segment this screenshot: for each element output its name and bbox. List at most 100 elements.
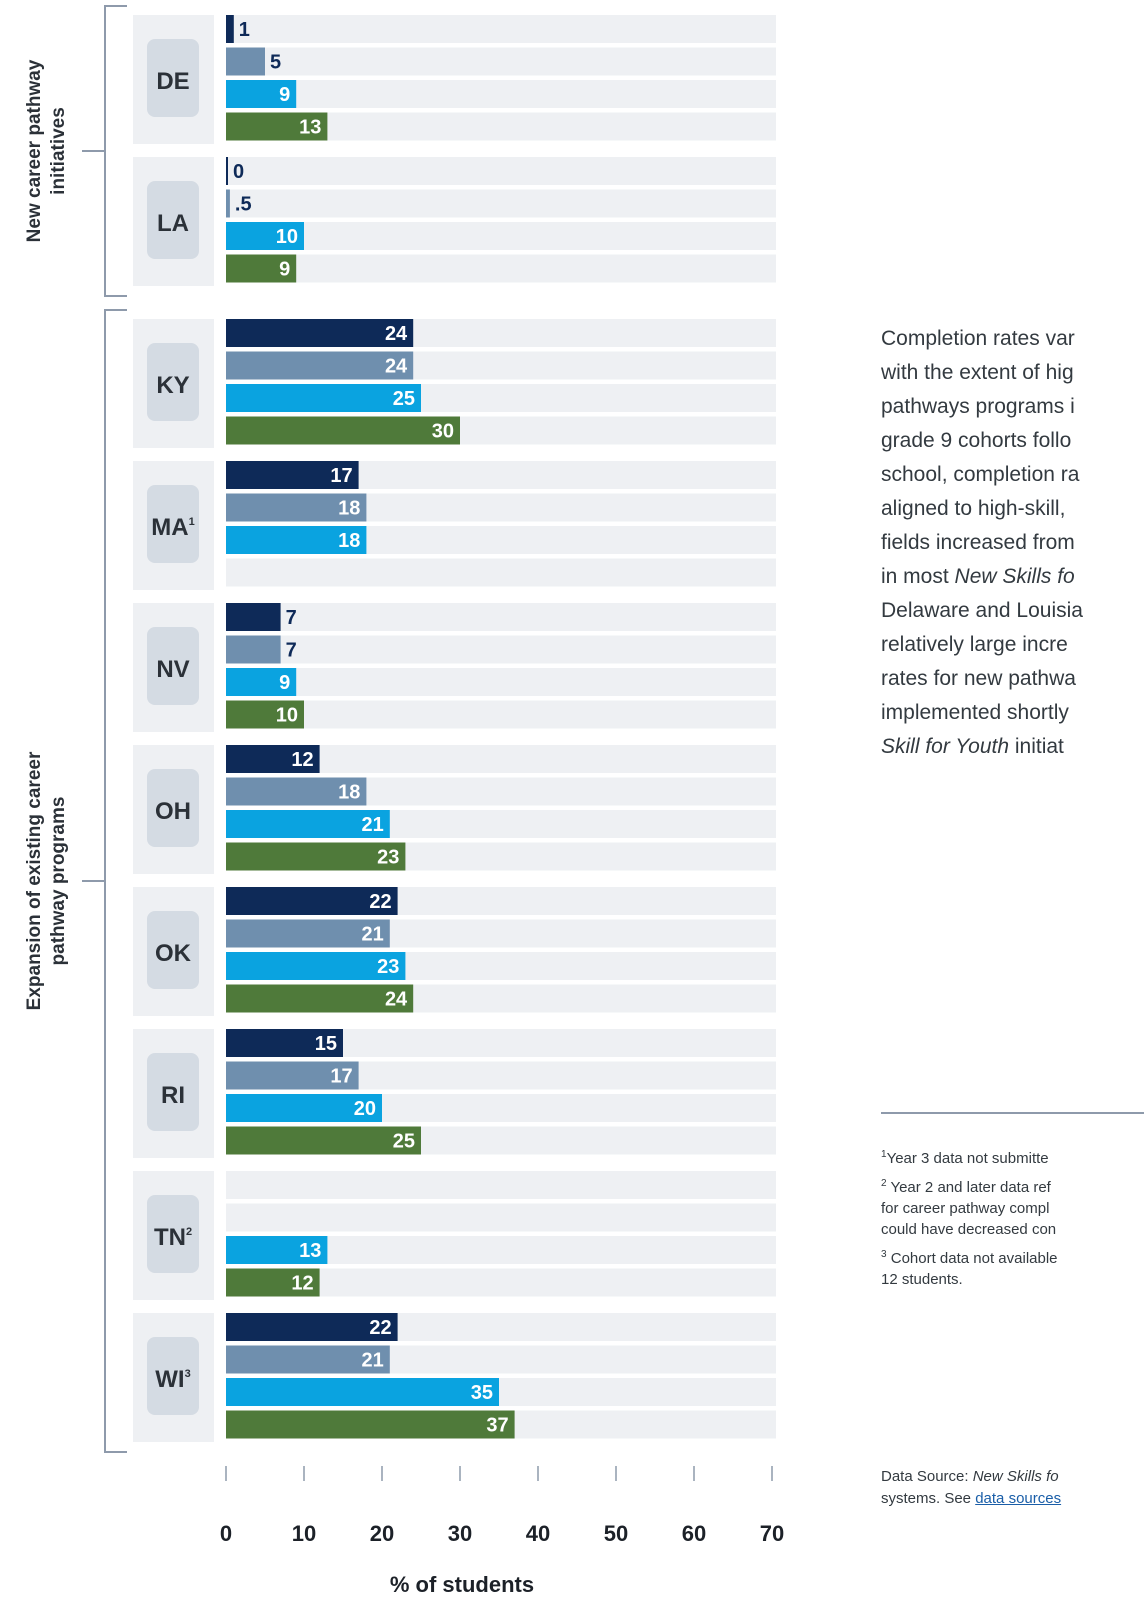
footnote-marker: 3 — [185, 1368, 191, 1380]
bar-track — [226, 189, 776, 218]
bar — [226, 493, 367, 522]
data-label: 20 — [354, 1098, 376, 1120]
x-tick-label: 70 — [760, 1521, 784, 1546]
description-line: with the extent of hig — [881, 361, 1074, 384]
bar-track — [226, 700, 776, 729]
data-label: 25 — [393, 388, 415, 410]
bar — [226, 1268, 320, 1297]
bar — [226, 384, 421, 412]
data-sources-link[interactable]: data sources — [975, 1490, 1062, 1507]
bar — [226, 1029, 343, 1057]
bar — [226, 351, 414, 380]
bar-track — [226, 1203, 776, 1232]
x-tick-label: 0 — [220, 1521, 232, 1546]
data-label: 10 — [276, 705, 298, 727]
data-label: 22 — [369, 1317, 391, 1339]
bar — [226, 1313, 398, 1341]
bar-track — [226, 1171, 776, 1199]
bar — [226, 1378, 499, 1406]
footnotes: 1Year 3 data not submitte 2 Year 2 and la… — [881, 1148, 1144, 1290]
state-label: OK — [155, 940, 192, 967]
x-tick-label: 50 — [604, 1521, 628, 1546]
bar — [226, 952, 406, 980]
bar — [226, 112, 328, 141]
state-label: RI — [161, 1082, 185, 1109]
footnote-line: 1Year 3 data not submitte — [881, 1149, 1049, 1168]
description-line: school, completion ra — [881, 463, 1080, 486]
description-line: fields increased from — [881, 531, 1075, 554]
x-tick-label: 10 — [292, 1521, 316, 1546]
description-line: implemented shortly — [881, 701, 1069, 724]
data-label: 9 — [279, 259, 290, 281]
description-line: grade 9 cohorts follo — [881, 429, 1072, 452]
state-label: LA — [157, 210, 189, 237]
bar — [226, 189, 230, 218]
data-label: 13 — [299, 1240, 321, 1262]
state-map-icon — [147, 181, 199, 259]
data-label: 25 — [393, 1131, 415, 1153]
bar-track — [226, 254, 776, 283]
data-label: 7 — [286, 640, 297, 662]
bar — [226, 526, 367, 554]
data-label: 24 — [385, 356, 408, 378]
bar — [226, 47, 265, 76]
bar — [226, 777, 367, 806]
data-label: 1 — [239, 19, 250, 41]
state-label: OH — [155, 798, 191, 825]
bar-track — [226, 80, 776, 108]
group-label: initiatives — [48, 107, 69, 195]
divider — [881, 1112, 1144, 1114]
bar-track — [226, 157, 776, 185]
data-label: 12 — [291, 749, 313, 771]
state-map-icon — [147, 769, 199, 847]
state-map-icon — [147, 1053, 199, 1131]
data-label: 18 — [338, 782, 360, 804]
bar — [226, 668, 297, 696]
data-label: 22 — [369, 891, 391, 913]
data-label: 10 — [276, 226, 298, 248]
group-label: Expansion of existing career — [24, 751, 45, 1010]
bar — [226, 15, 234, 43]
footnote-line: for career pathway compl — [881, 1200, 1050, 1217]
data-label: 24 — [385, 989, 408, 1011]
x-tick-label: 20 — [370, 1521, 394, 1546]
bar — [226, 416, 460, 445]
data-label: 21 — [362, 814, 384, 836]
bar-track — [226, 558, 776, 587]
bar-track — [226, 635, 776, 664]
x-tick-label: 30 — [448, 1521, 472, 1546]
data-label: 15 — [315, 1033, 337, 1055]
bar — [226, 157, 228, 185]
bar — [226, 80, 297, 108]
data-label: 17 — [330, 465, 352, 487]
data-label: 18 — [338, 498, 360, 520]
description-line: aligned to high-skill, — [881, 497, 1066, 520]
bar — [226, 319, 414, 347]
bar — [226, 1345, 390, 1374]
bar — [226, 842, 406, 871]
data-label: 21 — [362, 924, 384, 946]
data-label: 30 — [432, 421, 454, 443]
description-line: pathways programs i — [881, 395, 1075, 418]
description-line: Delaware and Louisia — [881, 599, 1083, 622]
bar — [226, 1094, 382, 1122]
group-bracket — [104, 5, 127, 297]
footnote-line: 2 Year 2 and later data ref — [881, 1178, 1051, 1197]
state-label: DE — [156, 68, 189, 95]
bar-track — [226, 47, 776, 76]
data-label: 12 — [291, 1273, 313, 1295]
data-label: 7 — [286, 607, 297, 629]
bar — [226, 887, 398, 915]
data-label: 5 — [270, 52, 281, 74]
bar — [226, 745, 320, 773]
x-axis-title: % of students — [390, 1572, 534, 1597]
state-map-icon — [147, 911, 199, 989]
description-line: rates for new pathwa — [881, 667, 1076, 690]
state-label: MA1 — [151, 514, 194, 541]
state-map-icon — [147, 1337, 199, 1415]
data-source: Data Source: New Skills fo systems. See d… — [881, 1466, 1144, 1510]
footnote-line: 12 students. — [881, 1271, 963, 1288]
description-line: Skill for Youth initiat — [881, 735, 1064, 758]
bar — [226, 700, 304, 729]
bar — [226, 1236, 328, 1264]
